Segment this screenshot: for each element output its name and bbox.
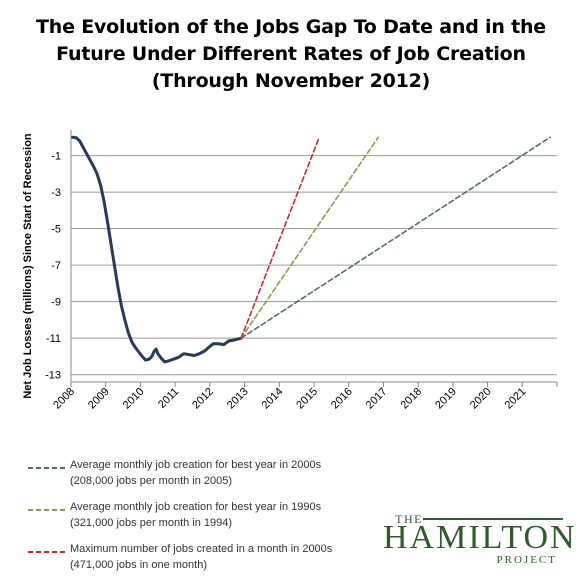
logo-project-text: PROJECT xyxy=(496,554,557,566)
y-tick-label: -5 xyxy=(51,224,61,236)
series-line-projection-1 xyxy=(240,136,551,339)
legend-label-2000s-line2: (208,000 jobs per month in 2005) xyxy=(70,474,233,487)
y-axis-label: Net Job Losses (millions) Since Start of… xyxy=(22,133,34,399)
legend-label-max-month: Maximum number of jobs created in a mont… xyxy=(70,542,332,573)
legend-item-1990s: Average monthly job creation for best ye… xyxy=(24,500,384,542)
grid-lines xyxy=(71,155,557,376)
chart-title: The Evolution of the Jobs Gap To Date an… xyxy=(0,14,582,95)
legend-label-max-month-line2: (471,000 jobs in one month) xyxy=(70,558,207,571)
x-tick-label: 2010 xyxy=(121,386,147,412)
legend-label-max-month-line1: Maximum number of jobs created in a mont… xyxy=(70,543,333,555)
x-tick-label: 2013 xyxy=(225,386,251,412)
legend-label-1990s-line1: Average monthly job creation for best ye… xyxy=(70,501,322,513)
chart-title-line-1: The Evolution of the Jobs Gap To Date an… xyxy=(36,16,546,38)
legend-swatch-max-month xyxy=(28,551,68,553)
line-chart: -1 -3 -5 -7 -9 -11 -13 2008 2009 2010 2011 2012 201… xyxy=(22,130,558,412)
legend-item-max-month: Maximum number of jobs created in a mont… xyxy=(24,542,384,584)
logo-the-text: THE xyxy=(395,512,423,526)
legend-swatch-2000s xyxy=(28,467,68,469)
y-tick-label: -9 xyxy=(51,297,61,309)
series-lines xyxy=(71,135,551,364)
x-tick-label: 2009 xyxy=(86,386,112,412)
x-tick-label: 2021 xyxy=(503,386,529,412)
x-tick-label: 2018 xyxy=(398,386,424,412)
x-tick-label: 2016 xyxy=(329,386,355,412)
series-line-actual xyxy=(71,135,243,364)
y-tick-label: -1 xyxy=(51,151,61,163)
y-tick-labels: -1 -3 -5 -7 -9 -11 -13 xyxy=(45,151,61,382)
chart-title-line-2: Future Under Different Rates of Job Crea… xyxy=(56,43,526,65)
logo-main-text: HAMILTON xyxy=(383,519,577,556)
y-tick-label: -13 xyxy=(45,370,61,382)
x-tick-label: 2011 xyxy=(156,386,181,411)
chart-axes xyxy=(70,130,558,387)
x-tick-label: 2015 xyxy=(294,386,320,412)
legend-swatch-1990s xyxy=(28,509,68,511)
logo-rule xyxy=(423,518,563,520)
legend-label-2000s-line1: Average monthly job creation for best ye… xyxy=(70,459,322,471)
y-tick-label: -3 xyxy=(51,187,61,199)
legend-item-2000s: Average monthly job creation for best ye… xyxy=(24,458,384,500)
x-tick-label: 2020 xyxy=(468,386,494,412)
y-tick-label: -7 xyxy=(51,260,61,272)
x-tick-label: 2008 xyxy=(51,386,77,412)
x-tick-label: 2019 xyxy=(433,386,459,412)
x-tick-label: 2012 xyxy=(190,386,216,412)
legend-label-1990s: Average monthly job creation for best ye… xyxy=(70,500,321,531)
hamilton-project-logo: THE HAMILTON PROJECT xyxy=(383,512,577,566)
x-tick-label: 2017 xyxy=(364,386,390,412)
legend-label-2000s: Average monthly job creation for best ye… xyxy=(70,458,321,489)
y-tick-label: -11 xyxy=(46,333,61,345)
legend: Average monthly job creation for best ye… xyxy=(24,458,384,584)
chart-title-line-3: (Through November 2012) xyxy=(151,70,431,92)
series-line-projection-3 xyxy=(240,136,320,339)
legend-label-1990s-line2: (321,000 jobs per month in 1994) xyxy=(70,516,233,529)
x-tick-label: 2014 xyxy=(260,386,286,412)
series-line-projection-2 xyxy=(240,136,379,339)
x-tick-labels: 2008 2009 2010 2011 2012 2013 2014 2015 2016 2017… xyxy=(51,386,528,412)
